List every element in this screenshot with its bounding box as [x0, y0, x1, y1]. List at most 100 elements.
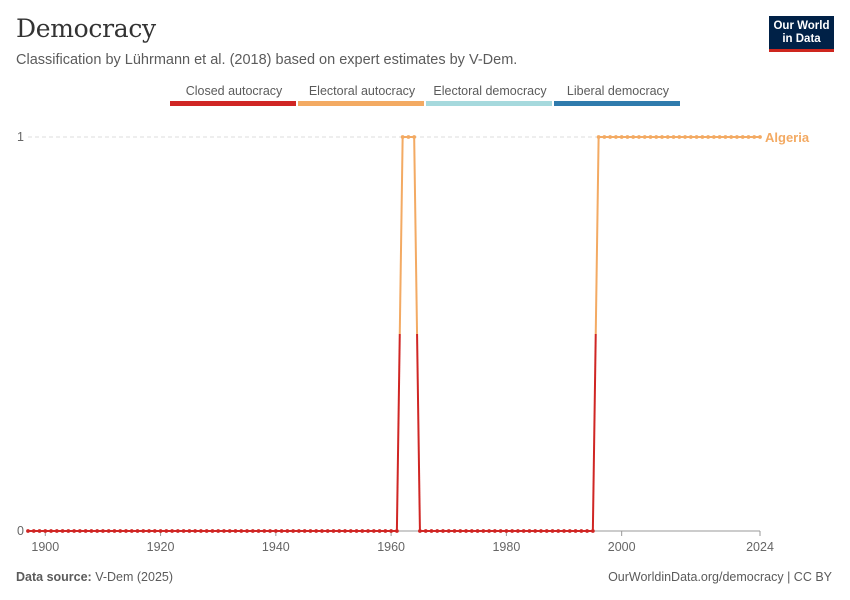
legend-label: Liberal democracy [566, 84, 670, 98]
data-point [510, 529, 515, 533]
data-point [279, 529, 284, 533]
data-point [435, 529, 440, 533]
legend-item-closed-autocracy[interactable]: Closed autocracy [170, 83, 298, 106]
x-tick-label: 2024 [746, 540, 774, 554]
data-point [239, 529, 244, 533]
legend: Closed autocracy Electoral autocracy Ele… [170, 83, 682, 106]
legend-item-electoral-democracy[interactable]: Electoral democracy [426, 83, 554, 106]
legend-item-liberal-democracy[interactable]: Liberal democracy [554, 83, 682, 106]
y-tick-label: 0 [17, 524, 24, 538]
data-point [740, 135, 745, 139]
data-point [383, 529, 388, 533]
data-point [412, 135, 417, 139]
data-point [746, 135, 751, 139]
series-segment [416, 333, 421, 532]
data-point [250, 529, 255, 533]
data-point [637, 135, 641, 139]
data-point [135, 529, 140, 533]
data-point [77, 529, 82, 533]
data-point [642, 135, 647, 139]
data-point [26, 529, 30, 533]
data-point [147, 529, 151, 533]
data-point [308, 529, 313, 533]
data-point [193, 529, 198, 533]
data-point [394, 529, 399, 533]
x-tick-label: 1900 [31, 540, 59, 554]
data-point [406, 135, 411, 139]
data-point [446, 529, 451, 533]
series-label: Algeria [765, 130, 810, 145]
data-point [170, 529, 174, 533]
data-point [354, 529, 359, 533]
data-point [596, 135, 601, 139]
data-point [222, 529, 226, 533]
series-segment [398, 136, 404, 335]
data-point [464, 529, 468, 533]
series-segment [413, 136, 419, 335]
data-point [521, 529, 526, 533]
x-tick-label: 1920 [147, 540, 175, 554]
x-tick-label: 1960 [377, 540, 405, 554]
data-point [602, 135, 607, 139]
data-source-value[interactable]: V-Dem (2025) [95, 570, 174, 584]
y-tick-label: 1 [17, 130, 24, 144]
legend-label: Electoral democracy [433, 84, 547, 98]
data-point [112, 529, 117, 533]
data-point [423, 529, 428, 533]
data-point [481, 529, 486, 533]
data-point [660, 135, 664, 139]
data-point [487, 529, 492, 533]
owid-logo[interactable]: Our World in Data [769, 16, 834, 52]
data-point [619, 135, 624, 139]
x-tick-label: 1940 [262, 540, 290, 554]
data-point [614, 135, 618, 139]
data-point [418, 529, 422, 533]
data-point [498, 529, 503, 533]
data-point [210, 529, 215, 533]
data-point [562, 529, 566, 533]
data-point [72, 529, 77, 533]
data-point [331, 529, 336, 533]
chart-title: Democracy [16, 14, 156, 43]
data-point [325, 529, 330, 533]
series-segment [594, 136, 600, 335]
data-point [677, 135, 682, 139]
legend-swatch [426, 101, 552, 106]
data-point [60, 529, 65, 533]
data-point [654, 135, 659, 139]
data-point [262, 529, 267, 533]
data-point [348, 529, 353, 533]
data-point [694, 135, 699, 139]
data-point [717, 135, 722, 139]
data-point [37, 529, 42, 533]
series-segment [591, 333, 597, 532]
data-point [665, 135, 670, 139]
data-point [175, 529, 180, 533]
data-point [314, 529, 319, 533]
data-point [83, 529, 88, 533]
data-point [95, 529, 100, 533]
data-point [141, 529, 146, 533]
legend-swatch [298, 101, 424, 106]
data-point [706, 135, 711, 139]
legend-swatch [170, 101, 296, 106]
x-tick-label: 1980 [492, 540, 520, 554]
data-point [389, 529, 394, 533]
data-source: Data source: V-Dem (2025) [16, 570, 173, 584]
data-point [516, 529, 520, 533]
data-point [458, 529, 463, 533]
legend-swatch [554, 101, 680, 106]
footer-url[interactable]: OurWorldinData.org/democracy | CC BY [608, 570, 832, 584]
data-point [343, 529, 347, 533]
data-point [371, 529, 376, 533]
data-point [129, 529, 134, 533]
data-point [608, 135, 613, 139]
data-point [752, 135, 757, 139]
data-point [469, 529, 474, 533]
chart-subtitle: Classification by Lührmann et al. (2018)… [16, 52, 518, 68]
data-point [648, 135, 653, 139]
legend-item-electoral-autocracy[interactable]: Electoral autocracy [298, 83, 426, 106]
data-point [245, 529, 249, 533]
data-point [377, 529, 382, 533]
